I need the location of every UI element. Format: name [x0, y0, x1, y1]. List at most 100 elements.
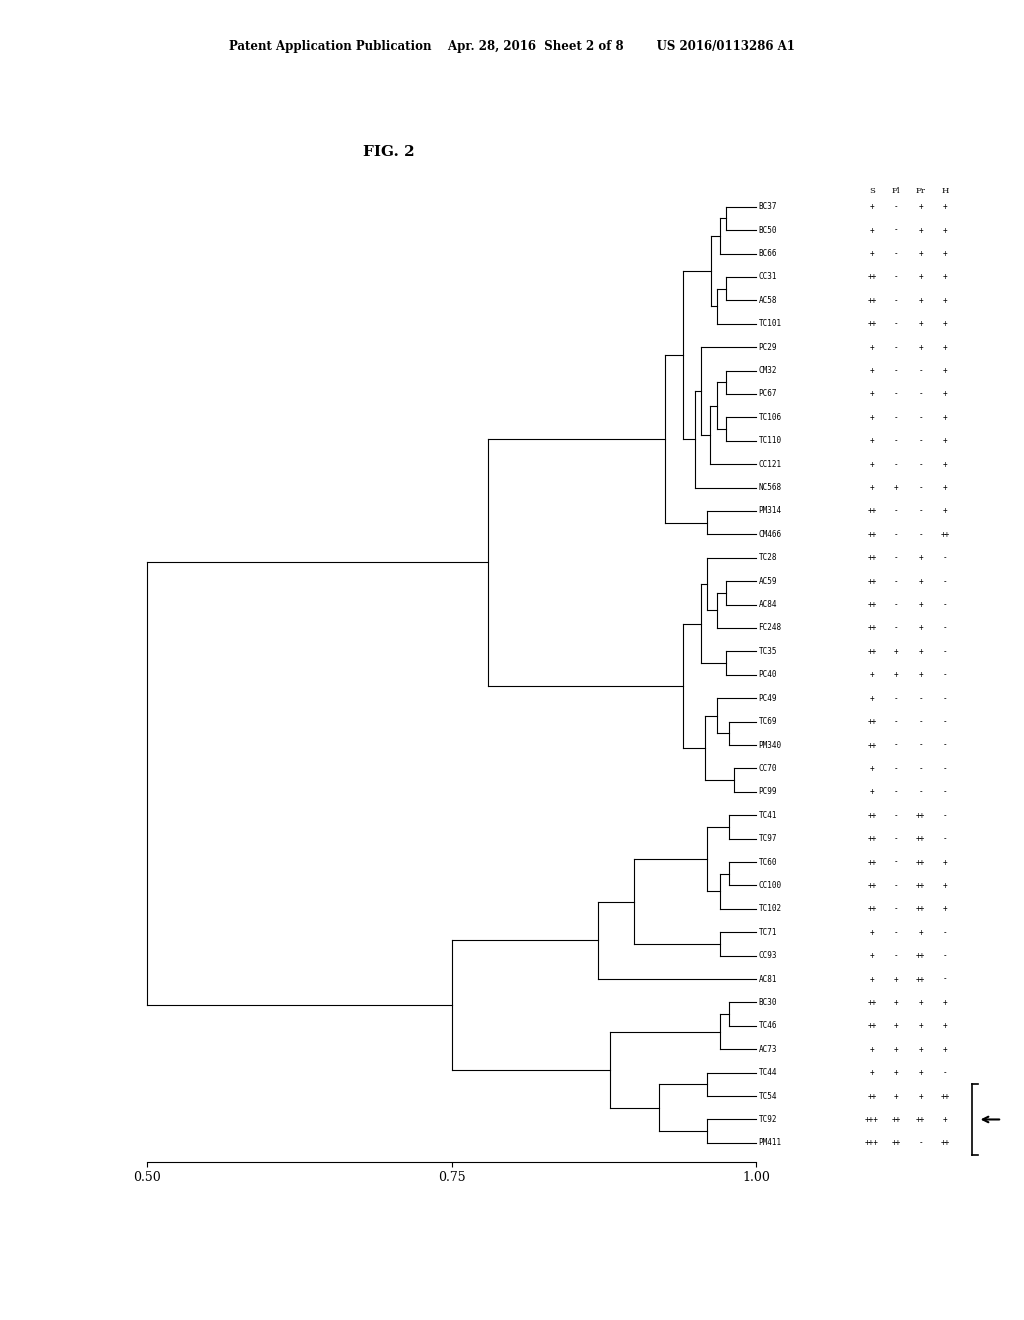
Text: +: + — [942, 202, 947, 211]
Text: CC31: CC31 — [759, 272, 777, 281]
Text: -: - — [942, 647, 947, 656]
Text: +: + — [919, 623, 923, 632]
Text: ++: ++ — [915, 810, 925, 820]
Text: -: - — [942, 787, 947, 796]
Text: +: + — [869, 787, 874, 796]
Text: -: - — [894, 952, 898, 960]
Text: +: + — [942, 296, 947, 305]
Text: -: - — [942, 694, 947, 702]
Text: -: - — [894, 296, 898, 305]
Text: +: + — [869, 202, 874, 211]
Text: ++: ++ — [867, 1022, 877, 1031]
Text: TC102: TC102 — [759, 904, 781, 913]
Text: +: + — [894, 998, 898, 1007]
Text: +: + — [942, 904, 947, 913]
Text: -: - — [894, 226, 898, 235]
Text: Fl: Fl — [892, 187, 900, 195]
Text: ++: ++ — [867, 601, 877, 609]
Text: PC67: PC67 — [759, 389, 777, 399]
Text: ++: ++ — [867, 717, 877, 726]
Text: -: - — [919, 483, 923, 492]
Text: -: - — [942, 928, 947, 937]
Text: -: - — [894, 717, 898, 726]
Text: TC92: TC92 — [759, 1115, 777, 1123]
Text: ++: ++ — [940, 529, 949, 539]
Text: +: + — [942, 459, 947, 469]
Text: +: + — [942, 226, 947, 235]
Text: ++: ++ — [867, 553, 877, 562]
Text: -: - — [942, 764, 947, 774]
Text: -: - — [894, 553, 898, 562]
Text: TC35: TC35 — [759, 647, 777, 656]
Text: PM411: PM411 — [759, 1138, 781, 1147]
Text: TC106: TC106 — [759, 413, 781, 422]
Text: +: + — [919, 272, 923, 281]
Text: +: + — [942, 507, 947, 516]
Text: -: - — [894, 787, 898, 796]
Text: +: + — [919, 226, 923, 235]
Text: -: - — [942, 577, 947, 586]
Text: +: + — [869, 249, 874, 257]
Text: +: + — [869, 694, 874, 702]
Text: +: + — [894, 483, 898, 492]
Text: ++: ++ — [892, 1115, 901, 1123]
Text: -: - — [894, 272, 898, 281]
Text: +: + — [942, 319, 947, 329]
Text: +: + — [942, 1044, 947, 1053]
Text: +: + — [869, 483, 874, 492]
Text: +: + — [919, 343, 923, 351]
Text: +: + — [869, 343, 874, 351]
Text: ++: ++ — [867, 319, 877, 329]
Text: -: - — [942, 1068, 947, 1077]
Text: PC40: PC40 — [759, 671, 777, 680]
Text: +: + — [919, 319, 923, 329]
Text: -: - — [919, 741, 923, 750]
Text: TC44: TC44 — [759, 1068, 777, 1077]
Text: ++: ++ — [940, 1092, 949, 1101]
Text: ++: ++ — [915, 858, 925, 866]
Text: -: - — [942, 671, 947, 680]
Text: PM340: PM340 — [759, 741, 781, 750]
Text: CC121: CC121 — [759, 459, 781, 469]
Text: +: + — [869, 1044, 874, 1053]
Text: -: - — [894, 202, 898, 211]
Text: ++: ++ — [867, 507, 877, 516]
Text: H: H — [941, 187, 948, 195]
Text: +: + — [942, 1115, 947, 1123]
Text: -: - — [919, 529, 923, 539]
Text: ++: ++ — [867, 810, 877, 820]
Text: Patent Application Publication    Apr. 28, 2016  Sheet 2 of 8        US 2016/011: Patent Application Publication Apr. 28, … — [229, 40, 795, 53]
Text: -: - — [919, 764, 923, 774]
Text: -: - — [919, 459, 923, 469]
Text: +: + — [942, 272, 947, 281]
Text: +: + — [894, 1022, 898, 1031]
Text: Fr: Fr — [915, 187, 926, 195]
Text: +: + — [869, 436, 874, 445]
Text: ++: ++ — [940, 1138, 949, 1147]
Text: +: + — [894, 974, 898, 983]
Text: +: + — [919, 296, 923, 305]
Text: +++: +++ — [865, 1138, 879, 1147]
Text: ++: ++ — [892, 1138, 901, 1147]
Text: ++: ++ — [867, 741, 877, 750]
Text: +: + — [942, 436, 947, 445]
Text: +: + — [942, 366, 947, 375]
Text: +: + — [919, 647, 923, 656]
Text: AC59: AC59 — [759, 577, 777, 586]
Text: NC568: NC568 — [759, 483, 781, 492]
Text: -: - — [942, 952, 947, 960]
Text: -: - — [942, 741, 947, 750]
Text: ++: ++ — [915, 1115, 925, 1123]
Text: +: + — [919, 577, 923, 586]
Text: -: - — [894, 413, 898, 422]
Text: +: + — [894, 1044, 898, 1053]
Text: -: - — [894, 880, 898, 890]
Text: TC101: TC101 — [759, 319, 781, 329]
Text: PC99: PC99 — [759, 787, 777, 796]
Text: ++: ++ — [915, 974, 925, 983]
Text: +: + — [919, 249, 923, 257]
Text: +: + — [919, 1068, 923, 1077]
Text: AC73: AC73 — [759, 1044, 777, 1053]
Text: -: - — [894, 904, 898, 913]
Text: -: - — [919, 694, 923, 702]
